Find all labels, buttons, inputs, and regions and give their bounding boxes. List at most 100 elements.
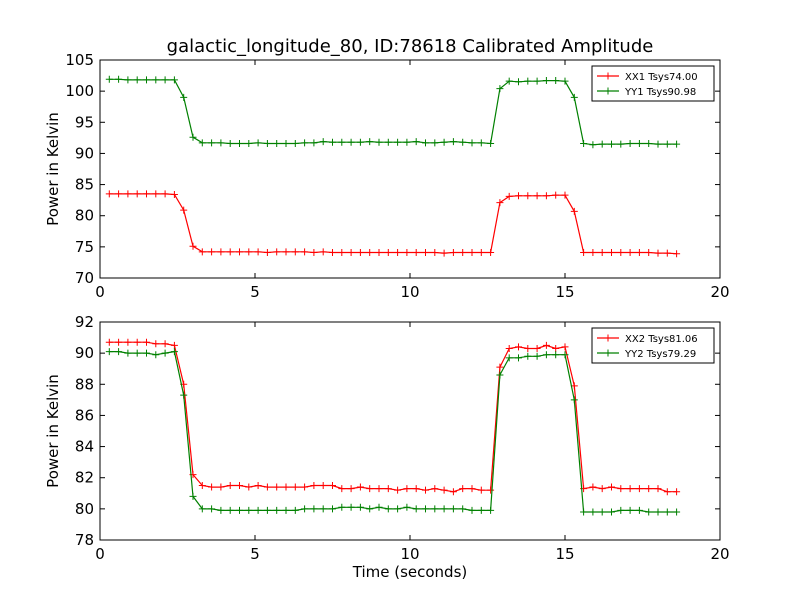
data-point <box>310 482 318 489</box>
data-point <box>505 344 513 352</box>
data-point <box>635 506 643 514</box>
data-point <box>608 248 615 256</box>
data-point <box>189 242 197 250</box>
data-point <box>180 93 188 101</box>
data-point <box>598 508 606 516</box>
data-point <box>468 139 476 147</box>
y-tick-label: 78 <box>75 531 94 549</box>
data-point <box>394 248 402 256</box>
data-point <box>440 249 448 257</box>
series-2 <box>105 348 681 516</box>
data-point <box>663 140 671 148</box>
data-point <box>515 192 522 200</box>
x-axis-label: Time (seconds) <box>352 563 468 581</box>
y-tick-label: 80 <box>75 500 94 518</box>
data-point <box>673 488 681 496</box>
data-point <box>170 76 178 84</box>
data-point <box>133 76 141 84</box>
data-point <box>170 341 178 349</box>
data-point <box>161 340 169 348</box>
data-point <box>561 77 569 85</box>
legend-swatch-marker <box>604 87 612 95</box>
data-point <box>105 75 113 83</box>
y-tick-label: 100 <box>65 82 94 100</box>
data-point <box>301 248 309 256</box>
y-tick-label: 95 <box>75 113 94 131</box>
data-point <box>263 139 271 147</box>
data-point <box>654 140 662 148</box>
data-point <box>468 506 476 514</box>
data-point <box>384 505 392 513</box>
data-point <box>282 248 290 256</box>
data-point <box>524 192 532 200</box>
data-point <box>440 505 448 513</box>
data-point <box>645 248 653 256</box>
data-point <box>608 483 615 491</box>
x-tick-label: 5 <box>250 545 260 563</box>
data-point <box>617 506 625 514</box>
data-point <box>161 190 169 198</box>
data-point <box>608 508 615 516</box>
data-point <box>477 248 485 256</box>
data-point <box>626 248 634 256</box>
data-point <box>533 352 541 360</box>
data-point <box>217 506 225 514</box>
x-tick-label: 15 <box>555 283 574 301</box>
legend-swatch-marker <box>604 349 612 357</box>
x-tick-label: 10 <box>400 545 419 563</box>
data-point <box>645 139 653 147</box>
data-point <box>477 506 485 514</box>
data-point <box>263 248 271 256</box>
data-point <box>422 486 429 494</box>
data-point <box>561 343 569 351</box>
data-point <box>189 492 197 500</box>
data-point <box>449 248 457 256</box>
figure-title: galactic_longitude_80, ID:78618 Calibrat… <box>167 36 654 57</box>
y-tick-label: 84 <box>75 438 94 456</box>
data-point <box>375 485 383 493</box>
data-point <box>570 396 578 404</box>
chart-panel-1: 0 5 10 15 20 70 75 80 85 90 95 100 105 Power in Kelvi… <box>44 51 730 301</box>
data-point <box>635 485 643 493</box>
data-point <box>496 199 504 207</box>
data-point <box>635 248 643 256</box>
data-point <box>226 139 234 147</box>
data-point <box>115 348 123 356</box>
data-point <box>524 344 532 352</box>
data-point <box>338 248 346 256</box>
data-point <box>329 482 336 489</box>
data-point <box>589 141 597 149</box>
data-point <box>477 486 485 494</box>
legend-label: XX1 Tsys74.00 <box>625 72 698 83</box>
data-point <box>431 139 439 147</box>
data-point <box>301 505 309 513</box>
legend-box <box>591 327 715 364</box>
chart-panel-2: 0 5 10 15 20 78 80 82 84 86 88 90 92 Power in Kelvin T… <box>44 313 730 581</box>
data-point <box>236 139 243 147</box>
y-tick-label: 105 <box>65 51 94 69</box>
legend: XX2 Tsys81.06 YY2 Tsys79.29 <box>591 327 715 364</box>
data-point <box>152 190 160 198</box>
data-point <box>105 348 113 356</box>
x-tick-label: 15 <box>555 545 574 563</box>
data-point <box>254 248 262 256</box>
data-point <box>236 482 243 489</box>
data-point <box>152 351 160 359</box>
data-point <box>273 139 281 147</box>
data-point <box>143 349 150 357</box>
data-point <box>161 349 169 357</box>
data-point <box>133 349 141 357</box>
data-point <box>673 508 681 516</box>
data-point <box>329 138 336 146</box>
data-point <box>291 139 299 147</box>
y-tick-label: 75 <box>75 238 94 256</box>
data-point <box>226 506 234 514</box>
data-point <box>310 248 318 256</box>
legend-swatch-marker <box>604 72 612 80</box>
data-point <box>645 508 653 516</box>
data-point <box>617 248 625 256</box>
data-point <box>505 354 513 362</box>
data-point <box>245 248 253 256</box>
data-point <box>533 344 541 352</box>
